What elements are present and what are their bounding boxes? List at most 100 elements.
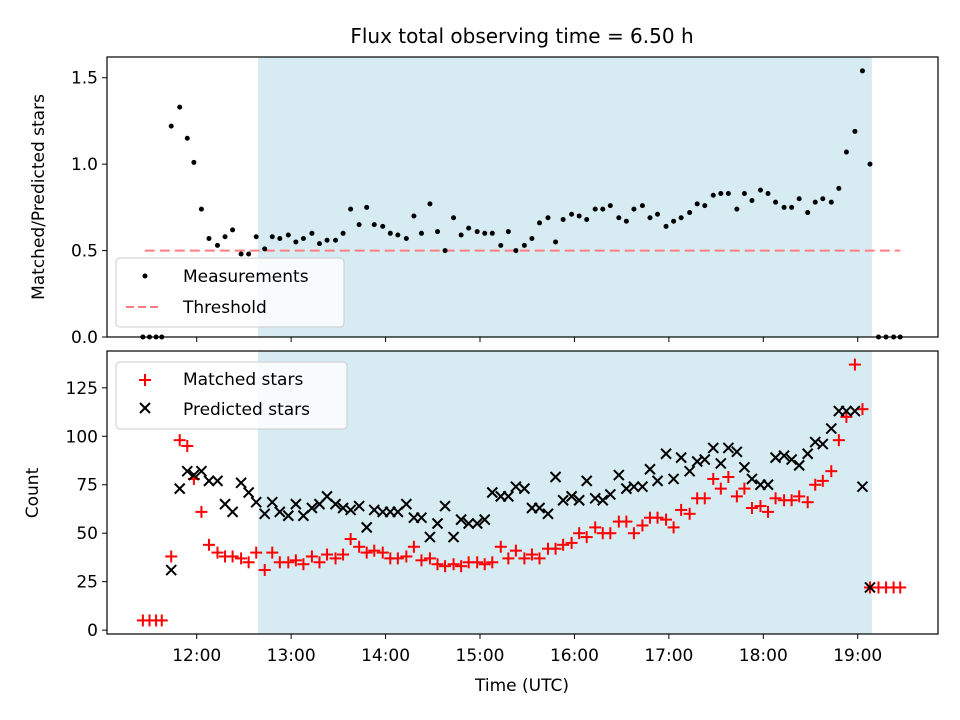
matched-star-point xyxy=(368,544,381,557)
matched-star-point xyxy=(353,540,366,553)
matched-star-point xyxy=(730,490,743,503)
measurement-point xyxy=(741,191,747,197)
predicted-star-point xyxy=(849,405,861,417)
predicted-star-point xyxy=(471,517,483,530)
matched-star-point xyxy=(486,556,499,569)
measurement-point xyxy=(198,206,204,212)
measurement-point xyxy=(796,196,802,202)
predicted-star-point xyxy=(211,475,224,487)
measurement-point xyxy=(592,206,598,212)
predicted-star-point xyxy=(250,496,262,508)
measurement-point xyxy=(442,248,448,254)
count-plot-frame xyxy=(106,350,939,635)
ratio-x-ticks xyxy=(196,337,859,342)
matched-star-point xyxy=(455,560,468,573)
matched-star-point xyxy=(431,558,444,571)
predicted-star-point xyxy=(675,451,687,464)
count-y-axis: 0 25 50 75 100 125 xyxy=(66,379,107,641)
measurement-point xyxy=(387,230,393,236)
predicted-star-point xyxy=(722,442,735,454)
measurement-point xyxy=(356,222,362,228)
matched-star-point xyxy=(565,536,578,549)
x-tick-label: 18:00 xyxy=(739,646,788,666)
measurement-point xyxy=(655,211,661,217)
chart-title: Flux total observing time = 6.50 h xyxy=(350,24,693,48)
predicted-star-point xyxy=(360,521,373,534)
measurement-point xyxy=(513,248,519,254)
measurement-point xyxy=(380,223,386,229)
measurement-point xyxy=(191,159,197,165)
predicted-star-point xyxy=(439,500,451,512)
x-tick-label: 15:00 xyxy=(456,646,505,666)
measurement-point xyxy=(340,230,346,236)
measurement-point xyxy=(789,204,795,210)
predicted-star-point xyxy=(518,482,531,495)
matched-star-point xyxy=(809,478,822,491)
measurement-point xyxy=(371,222,377,228)
predicted-star-point xyxy=(715,457,727,470)
predicted-star-point xyxy=(628,480,640,493)
predicted-star-point xyxy=(549,471,562,483)
count-y-label: Count xyxy=(23,467,43,518)
x-tick-label: 14:00 xyxy=(361,646,410,666)
matched-star-point xyxy=(165,550,178,563)
predicted-star-point xyxy=(683,465,696,477)
measurement-point xyxy=(584,216,590,222)
measurement-point xyxy=(749,197,755,203)
predicted-star-point xyxy=(344,504,357,516)
measurement-point xyxy=(333,237,339,243)
measurement-point xyxy=(324,237,330,243)
measurement-point xyxy=(647,215,653,221)
matched-star-point xyxy=(195,505,208,518)
measurement-point xyxy=(521,242,527,248)
legend-predicted-label: Predicted stars xyxy=(183,400,310,420)
count-y-tick-label: 100 xyxy=(66,427,98,447)
predicted-star-point xyxy=(353,500,365,512)
predicted-star-point xyxy=(165,564,177,576)
matched-star-point xyxy=(816,474,829,487)
legend-predicted-marker xyxy=(139,402,151,414)
matched-star-point xyxy=(289,554,302,567)
measurement-point xyxy=(765,191,771,197)
x-tick-label: 12:00 xyxy=(172,646,221,666)
predicted-star-point xyxy=(746,473,758,485)
predicted-star-point xyxy=(455,513,467,526)
predicted-star-point xyxy=(597,494,609,506)
measurement-point xyxy=(820,196,826,202)
measurement-point xyxy=(836,185,842,191)
ratio-observing-window xyxy=(258,57,872,337)
predicted-star-point xyxy=(424,531,436,543)
matched-star-point xyxy=(651,511,664,524)
matched-star-point xyxy=(675,503,688,516)
measurement-point xyxy=(616,215,622,221)
predicted-star-point xyxy=(242,486,255,499)
measurement-point xyxy=(773,199,779,205)
matched-star-point xyxy=(407,540,420,553)
measurement-point xyxy=(828,199,834,205)
predicted-star-point xyxy=(447,531,460,543)
matched-stars-points xyxy=(136,358,907,627)
predicted-star-point xyxy=(174,482,186,495)
matched-star-point xyxy=(181,439,194,452)
measurement-point xyxy=(482,230,488,236)
predicted-star-point xyxy=(368,504,380,516)
count-y-tick-label: 125 xyxy=(66,379,98,399)
matched-star-point xyxy=(754,500,767,513)
count-observing-window xyxy=(258,351,872,634)
x-tick-label: 13:00 xyxy=(267,646,316,666)
matched-star-point xyxy=(848,358,861,371)
matched-star-point xyxy=(415,554,428,567)
matched-star-point xyxy=(391,552,404,565)
matched-star-point xyxy=(549,542,562,555)
measurement-point xyxy=(553,239,559,245)
ratio-y-tick-label: 1.5 xyxy=(71,69,98,89)
predicted-star-point xyxy=(400,498,413,510)
matched-star-point xyxy=(801,496,814,509)
matched-star-point xyxy=(321,548,334,561)
measurement-point xyxy=(184,135,190,141)
ratio-y-tick-label: 0.5 xyxy=(71,242,98,262)
measurement-point xyxy=(293,239,299,245)
predicted-star-point xyxy=(235,477,247,489)
predicted-star-point xyxy=(431,517,444,530)
matched-star-point xyxy=(337,548,350,561)
